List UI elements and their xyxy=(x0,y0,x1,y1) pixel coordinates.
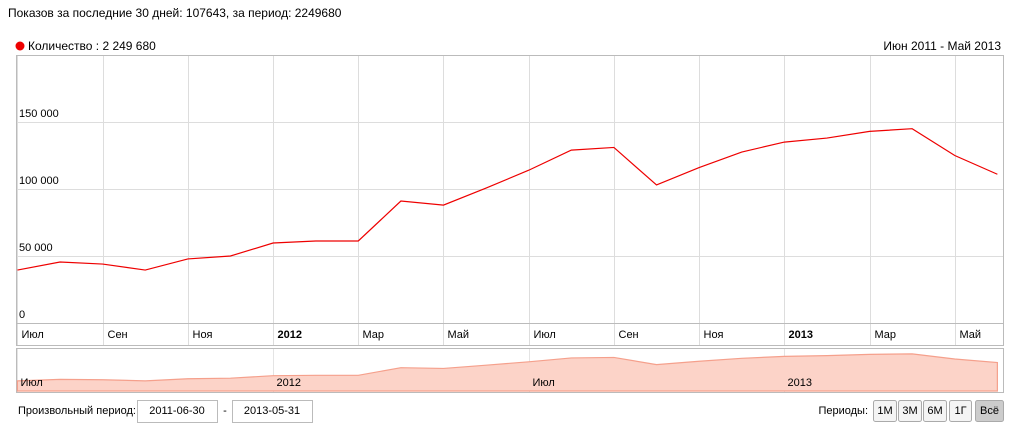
x-tick-label: Мар xyxy=(363,329,385,341)
period-button[interactable] xyxy=(898,400,922,422)
period-button[interactable] xyxy=(923,400,947,422)
date-to[interactable]: 2013-05-31 xyxy=(244,405,300,417)
separator: - xyxy=(223,405,227,417)
period-label: Произвольный период: xyxy=(18,405,136,417)
period-button[interactable] xyxy=(873,400,897,422)
x-tick-label: Ноя xyxy=(193,329,213,341)
y-tick-label: 0 xyxy=(19,309,25,321)
navigator-frame xyxy=(16,348,1004,393)
x-tick-label: Май xyxy=(448,329,470,341)
x-tick-label: Сен xyxy=(619,329,639,341)
periods-label: Периоды: xyxy=(818,405,868,417)
header: Показов за последние 30 дней: 107643, за… xyxy=(8,6,342,20)
plot-frame xyxy=(16,55,1004,346)
x-tick-label: Сен xyxy=(108,329,128,341)
period-button[interactable] xyxy=(975,400,1004,422)
y-tick-label: 100 000 xyxy=(19,175,59,187)
x-tick-label: Май xyxy=(960,329,982,341)
navigator-label: 2012 xyxy=(277,377,301,389)
x-tick-label: Ноя xyxy=(704,329,724,341)
date-input[interactable] xyxy=(137,400,218,423)
range-label: Июн 2011 - Май 2013 xyxy=(883,39,1001,53)
x-tick-label: Июл xyxy=(22,329,44,341)
period-button-label[interactable]: 1М xyxy=(877,405,892,417)
y-tick-label: 50 000 xyxy=(19,242,53,254)
y-tick-label: 150 000 xyxy=(19,108,59,120)
period-button[interactable] xyxy=(949,400,972,422)
period-button-label[interactable]: 1Г xyxy=(954,405,966,417)
date-input[interactable] xyxy=(232,400,313,423)
date-from[interactable]: 2011-06-30 xyxy=(149,405,204,417)
legend-dot xyxy=(15,41,25,51)
period-button-label[interactable]: 3М xyxy=(902,405,917,417)
legend-entry: Количество : 2 249 680 xyxy=(28,39,156,53)
navigator-label: Июл xyxy=(21,377,43,389)
x-tick-label: Мар xyxy=(875,329,897,341)
navigator-area xyxy=(16,353,998,392)
navigator-label: 2013 xyxy=(788,377,812,389)
x-tick-label: Июл xyxy=(534,329,556,341)
series-line xyxy=(17,128,998,271)
period-button-label[interactable]: Всё xyxy=(980,405,999,417)
x-tick-label: 2013 xyxy=(789,329,813,341)
navigator-label: Июл xyxy=(533,377,555,389)
period-button-label[interactable]: 6М xyxy=(927,405,942,417)
x-tick-label: 2012 xyxy=(278,329,302,341)
